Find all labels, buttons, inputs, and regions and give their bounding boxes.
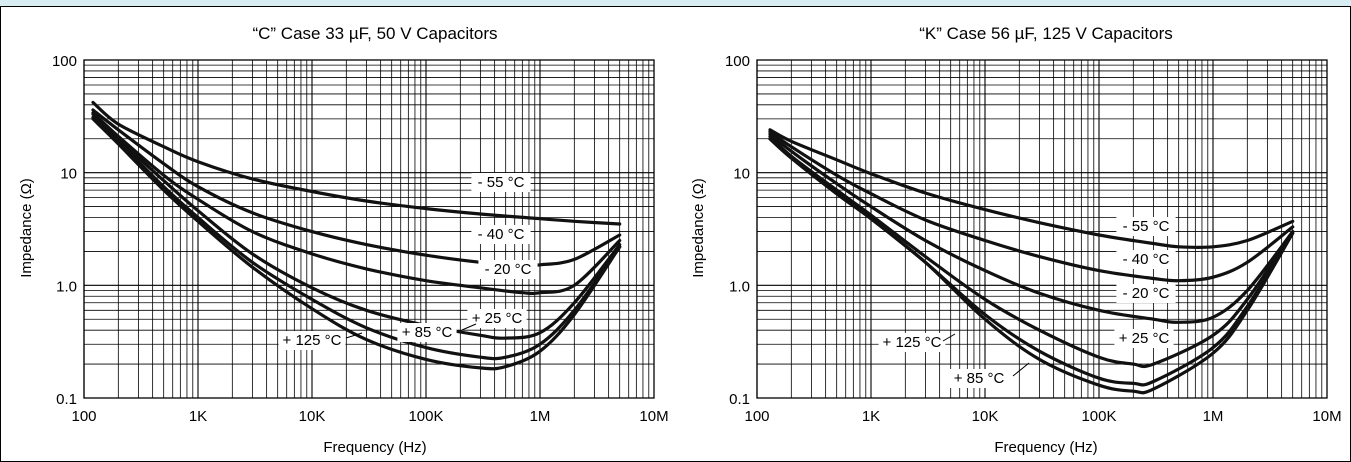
- y-axis-label: Impedance (Ω): [18, 178, 35, 278]
- curve-line: [91, 111, 622, 296]
- plot-area-border: [83, 59, 655, 399]
- x-tick-label: 1M: [1203, 408, 1224, 425]
- x-tick-label: 10K: [299, 408, 326, 425]
- curve-label: + 125 °C: [883, 334, 942, 351]
- chart-title: “C” Case 33 µF, 50 V Capacitors: [252, 24, 497, 43]
- x-tick-label: 1K: [862, 408, 880, 425]
- curve-label: + 125 °C: [283, 332, 342, 349]
- y-tick-label: 100: [52, 53, 77, 70]
- curve-label-bg: [278, 331, 346, 350]
- tick-labels: 100 1K 10K 100K 1M 10M 0.1 1.0 10 100: [52, 53, 669, 425]
- curve-label-bg: [1114, 329, 1174, 348]
- curves: [91, 100, 622, 371]
- chart-c-case: “C” Case 33 µF, 50 V Capacitors Frequenc…: [18, 24, 669, 456]
- curve-label: - 40 °C: [1123, 251, 1170, 268]
- curve-line: [91, 108, 622, 268]
- y-tick-label: 10: [733, 166, 750, 183]
- curve-line: [91, 115, 622, 361]
- y-axis-label: Impedance (Ω): [690, 178, 707, 278]
- curve-line: [768, 134, 1295, 369]
- label-leader-line: [461, 323, 477, 331]
- grid-lines: [83, 59, 655, 399]
- curve-line: [91, 117, 622, 371]
- curve-labels: - 55 °C - 40 °C - 20 °C + 25 °C + 85 °C + 125…: [278, 173, 538, 350]
- x-tick-label: 10M: [639, 408, 668, 425]
- curve-label-bg: [467, 309, 527, 328]
- label-leader-line: [942, 333, 956, 342]
- curve-label-bg: [1116, 250, 1176, 269]
- curve-line: [91, 112, 622, 340]
- y-tick-label: 0.1: [56, 391, 77, 408]
- y-tick-label: 1.0: [56, 278, 77, 295]
- curve-line: [768, 128, 1295, 249]
- curve-label-bg: [1116, 217, 1176, 236]
- curve-line: [768, 132, 1295, 324]
- chart-k-case: “K” Case 56 µF, 125 V Capacitors Frequen…: [690, 24, 1342, 456]
- chart-title: “K” Case 56 µF, 125 V Capacitors: [919, 24, 1173, 43]
- curve-label-bg: [397, 323, 457, 342]
- curve-label-bg: [471, 225, 531, 244]
- label-leader-line: [345, 332, 363, 339]
- curve-label-bg: [949, 369, 1009, 388]
- curve-line: [91, 100, 622, 226]
- label-leader-line: [1012, 362, 1030, 377]
- x-tick-label: 100K: [1081, 408, 1116, 425]
- tick-labels: 100 1K 10K 100K 1M 10M 0.1 1.0 10 100: [725, 53, 1342, 425]
- y-tick-label: 10: [60, 166, 77, 183]
- curve-label: + 25 °C: [1119, 330, 1170, 347]
- x-tick-label: 100: [71, 408, 96, 425]
- x-axis-label: Frequency (Hz): [994, 439, 1097, 456]
- x-tick-label: 1M: [530, 408, 551, 425]
- y-tick-label: 0.1: [729, 391, 750, 408]
- x-tick-label: 100: [744, 408, 769, 425]
- curve-label: - 20 °C: [1123, 285, 1170, 302]
- curve-line: [768, 137, 1295, 395]
- curve-label: + 25 °C: [472, 310, 523, 327]
- curve-label: - 40 °C: [478, 226, 525, 243]
- curve-label: - 20 °C: [485, 261, 532, 278]
- curve-label-bg: [1116, 284, 1176, 303]
- y-tick-label: 1.0: [729, 278, 750, 295]
- x-tick-label: 10M: [1312, 408, 1341, 425]
- x-tick-label: 1K: [189, 408, 207, 425]
- curve-label: - 55 °C: [1123, 218, 1170, 235]
- plot-area-border: [756, 59, 1328, 399]
- curve-label: + 85 °C: [402, 324, 453, 341]
- curve-label: - 55 °C: [478, 174, 525, 191]
- curve-label: + 85 °C: [954, 370, 1005, 387]
- curve-label-bg: [878, 333, 946, 352]
- curve-labels: - 55 °C - 40 °C - 20 °C + 25 °C + 125 °C + 85…: [878, 217, 1176, 388]
- curve-label-bg: [478, 260, 538, 279]
- x-tick-label: 10K: [972, 408, 999, 425]
- grid-lines: [756, 59, 1328, 399]
- y-tick-label: 100: [725, 53, 750, 70]
- curve-line: [768, 130, 1295, 283]
- curve-line: [768, 137, 1295, 387]
- x-axis-label: Frequency (Hz): [323, 439, 426, 456]
- top-accent-bar: [0, 0, 1351, 7]
- x-tick-label: 100K: [408, 408, 443, 425]
- curves: [768, 128, 1295, 395]
- curve-label-bg: [471, 173, 531, 192]
